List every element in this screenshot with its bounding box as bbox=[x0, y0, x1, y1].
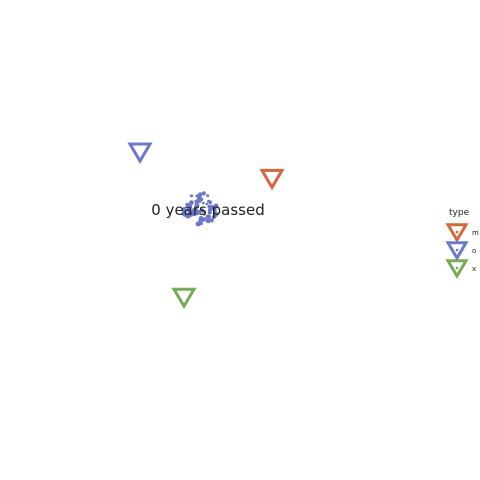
scribble-dot bbox=[203, 213, 206, 216]
legend-item-o: o bbox=[445, 241, 476, 262]
legend-item-m: m bbox=[445, 223, 479, 244]
scribble-dot bbox=[209, 218, 214, 223]
scribble-dot bbox=[212, 206, 216, 210]
scribble-mark bbox=[181, 191, 219, 227]
annotation-label: 0 years passed bbox=[151, 201, 264, 219]
scribble-dot bbox=[182, 212, 188, 217]
scribble-dot bbox=[195, 221, 201, 227]
scribble-dot bbox=[212, 215, 216, 219]
scribble-dot bbox=[202, 209, 206, 213]
legend-label-x: x bbox=[472, 265, 476, 273]
legend-key-dot-m bbox=[455, 230, 459, 234]
legend-title: type bbox=[449, 208, 470, 218]
legend-label-o: o bbox=[472, 247, 476, 255]
legend-key-dot-o bbox=[455, 248, 459, 252]
scribble-dot bbox=[195, 201, 199, 205]
scribble-dot bbox=[207, 214, 212, 219]
scribble-dot bbox=[201, 191, 206, 196]
legend-item-x: x bbox=[445, 259, 476, 280]
scribble-dot bbox=[185, 202, 189, 207]
legend-key-o bbox=[445, 241, 469, 262]
scribble-dot bbox=[187, 213, 192, 218]
scribble-dot bbox=[210, 204, 214, 208]
point-o-0 bbox=[127, 142, 153, 164]
point-m-0 bbox=[259, 168, 285, 191]
scribble-dot bbox=[195, 194, 199, 198]
scribble-dot bbox=[207, 210, 212, 215]
scribble-dot bbox=[189, 200, 194, 206]
scribble-dot bbox=[181, 207, 186, 212]
annotation-layer: 0 years passed bbox=[151, 191, 265, 227]
scribble-dot bbox=[207, 204, 212, 209]
scribble-dot bbox=[198, 192, 203, 197]
point-x-0 bbox=[171, 287, 197, 310]
legend-label-m: m bbox=[472, 229, 479, 237]
legend-key-m bbox=[445, 223, 469, 244]
plot-area bbox=[127, 142, 285, 310]
scribble-dot bbox=[196, 196, 202, 202]
scribble-dot bbox=[205, 218, 211, 224]
legend-key-dot-x bbox=[455, 266, 459, 270]
scribble-dot bbox=[189, 194, 194, 198]
legend-items: m o x bbox=[445, 223, 479, 280]
legend-key-x bbox=[445, 259, 469, 280]
scribble-dot bbox=[205, 202, 209, 206]
scribble-dot bbox=[202, 201, 205, 205]
scribble-dot bbox=[208, 200, 213, 205]
scribble-dot bbox=[198, 216, 204, 221]
scribble-dot bbox=[206, 194, 210, 198]
legend: type m o x bbox=[445, 208, 479, 280]
scribble-dot bbox=[189, 206, 192, 209]
scribble-dot bbox=[194, 203, 199, 208]
scribble-dot bbox=[192, 211, 197, 217]
